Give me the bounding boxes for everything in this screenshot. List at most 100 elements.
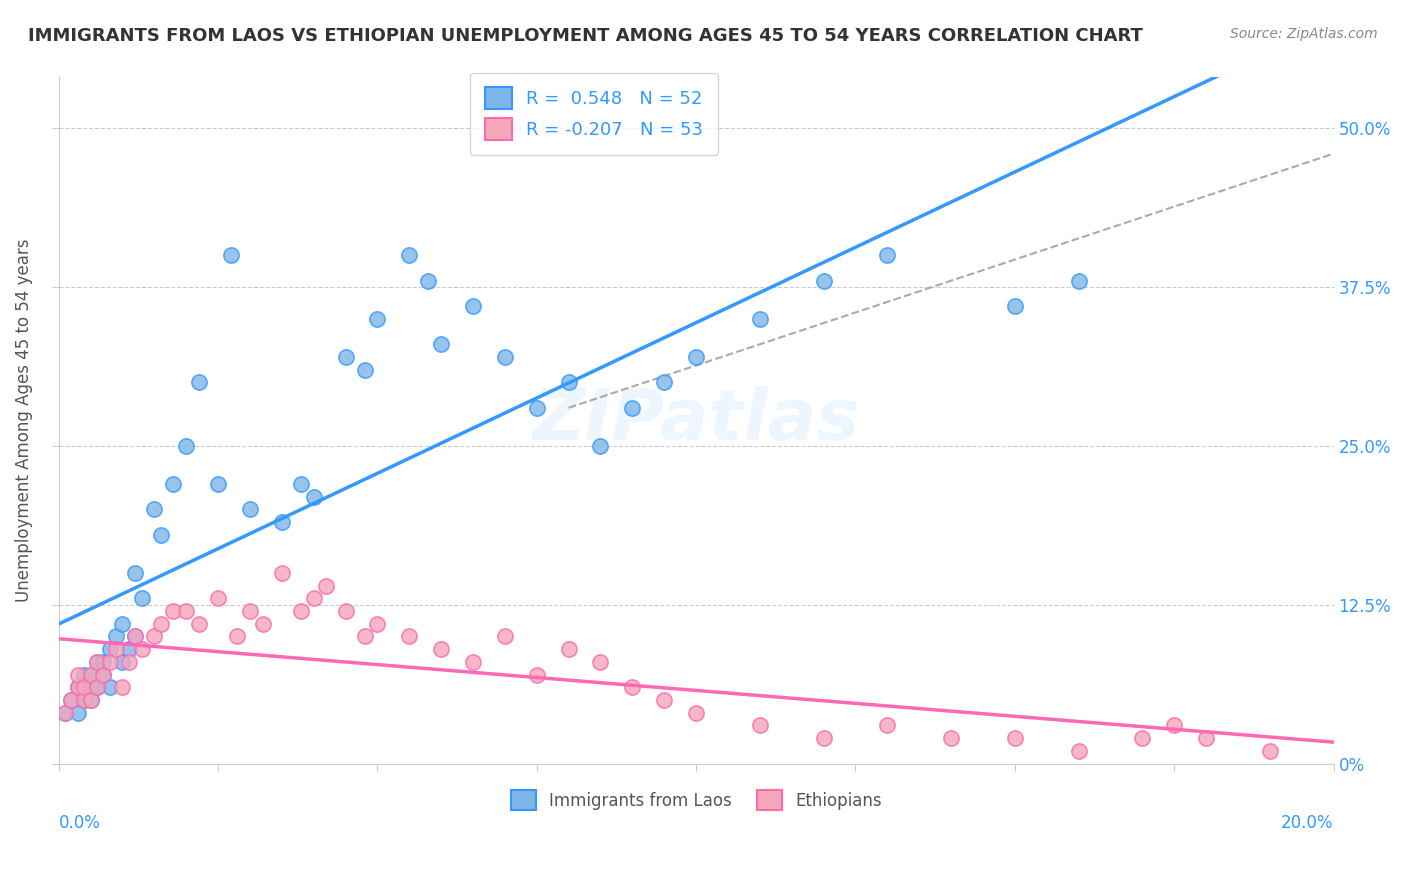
Point (526, 667, 548, 681)
Point (398, 630, 420, 644)
Point (105, 642, 128, 657)
Point (124, 630, 146, 644)
Point (270, 515, 292, 529)
Point (494, 630, 516, 644)
Point (494, 350, 516, 364)
Point (86, 655, 108, 669)
Text: Source: ZipAtlas.com: Source: ZipAtlas.com (1230, 27, 1378, 41)
Point (162, 604, 184, 618)
Point (86, 681, 108, 695)
Point (589, 439, 612, 453)
Point (219, 248, 242, 262)
Text: 0.0%: 0.0% (59, 814, 101, 832)
Point (239, 604, 262, 618)
Point (685, 350, 707, 364)
Text: 20.0%: 20.0% (1281, 814, 1333, 832)
Point (91, 655, 114, 669)
Point (1258, 744, 1281, 758)
Point (98, 642, 121, 657)
Text: ZIPatlas: ZIPatlas (533, 386, 860, 455)
Point (111, 681, 134, 695)
Point (124, 566, 146, 580)
Point (589, 655, 612, 669)
Point (111, 655, 134, 669)
Point (91, 667, 114, 681)
Point (73, 693, 96, 707)
Point (302, 490, 325, 504)
Point (239, 502, 262, 516)
Point (73, 693, 96, 707)
Point (143, 502, 166, 516)
Point (124, 630, 146, 644)
Point (748, 718, 770, 732)
Point (302, 591, 325, 606)
Point (366, 311, 388, 326)
Legend: Immigrants from Laos, Ethiopians: Immigrants from Laos, Ethiopians (503, 783, 889, 817)
Point (66, 706, 89, 720)
Point (1067, 744, 1090, 758)
Point (335, 604, 357, 618)
Point (1163, 718, 1185, 732)
Point (91, 667, 114, 681)
Point (366, 616, 388, 631)
Point (621, 681, 644, 695)
Point (621, 401, 644, 415)
Point (73, 667, 96, 681)
Point (174, 439, 197, 453)
Point (86, 655, 108, 669)
Point (66, 681, 89, 695)
Point (876, 718, 898, 732)
Point (335, 350, 357, 364)
Point (252, 616, 274, 631)
Point (187, 376, 209, 390)
Point (353, 630, 375, 644)
Point (105, 630, 128, 644)
Point (98, 655, 121, 669)
Point (79, 693, 101, 707)
Point (60, 693, 83, 707)
Point (876, 248, 898, 262)
Point (53, 706, 76, 720)
Point (73, 681, 96, 695)
Point (143, 630, 166, 644)
Point (207, 591, 229, 606)
Point (60, 693, 83, 707)
Point (461, 299, 484, 313)
Point (1004, 731, 1026, 745)
Text: IMMIGRANTS FROM LAOS VS ETHIOPIAN UNEMPLOYMENT AMONG AGES 45 TO 54 YEARS CORRELA: IMMIGRANTS FROM LAOS VS ETHIOPIAN UNEMPL… (28, 27, 1143, 45)
Point (315, 579, 337, 593)
Point (748, 311, 770, 326)
Point (53, 706, 76, 720)
Point (685, 706, 707, 720)
Point (162, 477, 184, 491)
Point (149, 528, 172, 542)
Point (79, 693, 101, 707)
Point (557, 642, 579, 657)
Point (557, 376, 579, 390)
Point (353, 362, 375, 376)
Point (131, 642, 153, 657)
Point (131, 591, 153, 606)
Point (1195, 731, 1218, 745)
Point (461, 655, 484, 669)
Point (290, 604, 312, 618)
Point (652, 376, 675, 390)
Point (652, 693, 675, 707)
Point (118, 642, 141, 657)
Point (418, 274, 440, 288)
Point (290, 477, 312, 491)
Point (813, 731, 835, 745)
Point (98, 681, 121, 695)
Point (149, 616, 172, 631)
Point (813, 274, 835, 288)
Y-axis label: Unemployment Among Ages 45 to 54 years: Unemployment Among Ages 45 to 54 years (15, 239, 32, 602)
Point (111, 616, 134, 631)
Point (207, 477, 229, 491)
Point (939, 731, 962, 745)
Point (86, 681, 108, 695)
Point (187, 616, 209, 631)
Point (270, 566, 292, 580)
Point (118, 655, 141, 669)
Point (398, 248, 420, 262)
Point (66, 667, 89, 681)
